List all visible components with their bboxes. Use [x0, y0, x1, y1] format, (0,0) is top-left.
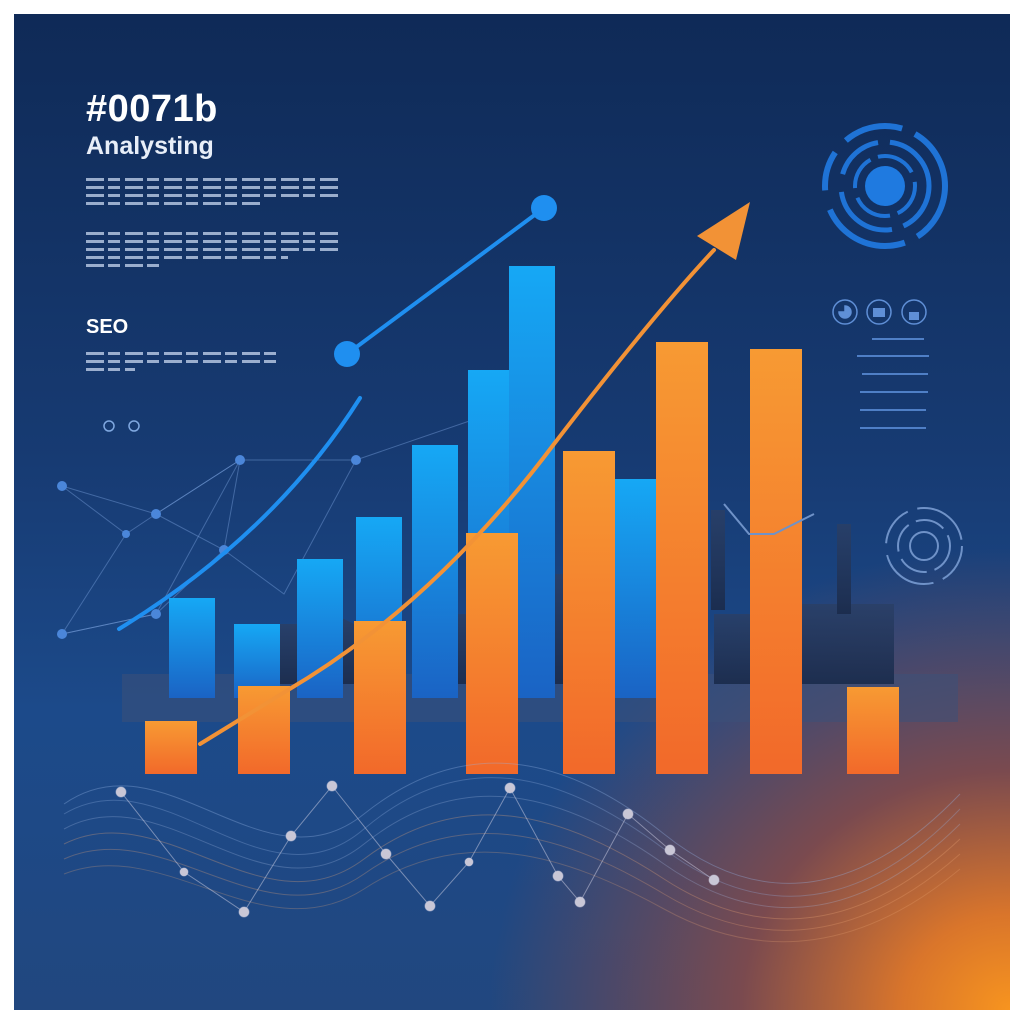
orange-bar [466, 533, 518, 774]
orange-bar-series [145, 342, 899, 774]
blue-bar [614, 479, 660, 698]
blue-bar [169, 598, 215, 698]
text-block-decorative [86, 178, 338, 210]
text-block-decorative [86, 352, 276, 376]
blue-trend-line [117, 195, 557, 631]
section-label: SEO [86, 316, 129, 338]
infographic-art [57, 123, 963, 943]
poster-canvas: #0071b Analysting SEO [14, 14, 1010, 1010]
lock-icon [901, 299, 927, 325]
wave-lines [63, 762, 961, 943]
network-nodes-left [57, 455, 361, 639]
orange-bar [847, 687, 899, 774]
small-trend-arrow [723, 503, 815, 535]
orange-bar [354, 621, 406, 774]
ring-dots [103, 420, 140, 432]
subtitle: Analysting [86, 132, 214, 160]
orange-bar [238, 686, 290, 774]
radar-icon [885, 507, 963, 585]
pie-icon [832, 299, 858, 325]
blue-bar [234, 624, 280, 698]
briefcase-icon [866, 299, 892, 325]
headline: #0071b [86, 88, 218, 130]
orange-trend-arrow [198, 202, 750, 746]
orange-bar [656, 342, 708, 774]
wave-nodes [115, 780, 720, 918]
orange-bar [145, 721, 197, 774]
orange-bar [563, 451, 615, 774]
blue-bar [297, 559, 343, 698]
orange-bar [750, 349, 802, 774]
icon-row [832, 299, 927, 325]
blue-bar [412, 445, 458, 698]
text-block-decorative [86, 232, 338, 272]
dotted-list [857, 338, 929, 429]
target-icon [822, 123, 948, 249]
